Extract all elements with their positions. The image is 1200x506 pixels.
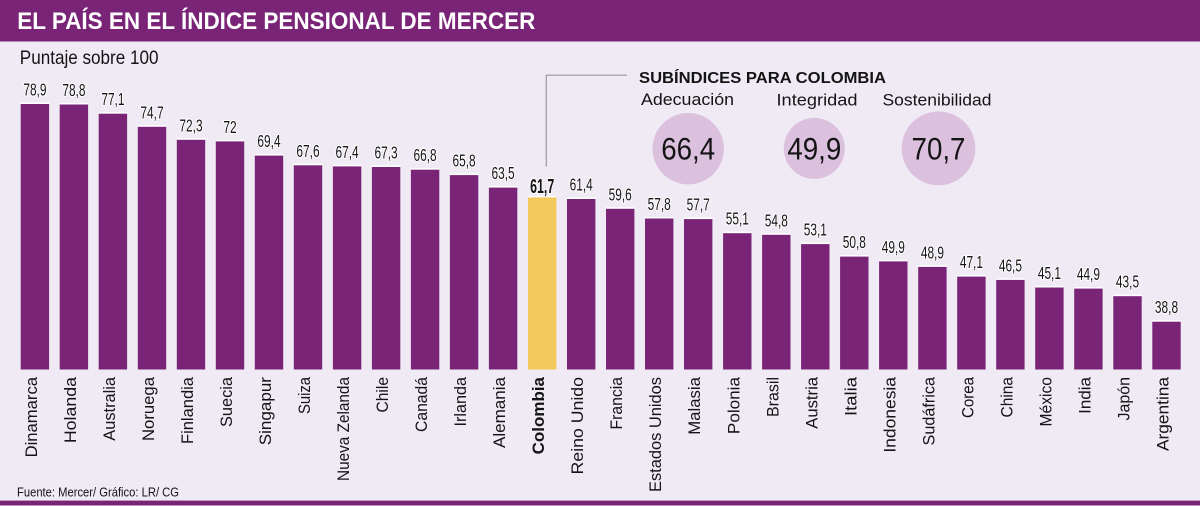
svg-text:77,1: 77,1 (101, 90, 124, 110)
svg-text:67,6: 67,6 (296, 142, 319, 162)
svg-text:Alemania: Alemania (490, 376, 509, 448)
svg-text:Reino Unido: Reino Unido (568, 377, 587, 475)
svg-text:74,7: 74,7 (140, 103, 163, 123)
svg-text:61,7: 61,7 (530, 175, 554, 198)
svg-text:Adecuación: Adecuación (641, 91, 734, 109)
svg-text:Colombia: Colombia (529, 376, 548, 454)
svg-text:India: India (1075, 376, 1094, 413)
svg-text:Estados Unidos: Estados Unidos (646, 377, 665, 492)
svg-text:Noruega: Noruega (139, 376, 158, 441)
svg-text:Dinamarca: Dinamarca (22, 376, 41, 457)
svg-text:61,4: 61,4 (570, 175, 593, 195)
svg-text:México: México (1036, 377, 1055, 427)
svg-text:Australia: Australia (100, 376, 119, 440)
svg-text:Sudáfrica: Sudáfrica (919, 376, 938, 445)
svg-text:65,8: 65,8 (453, 151, 476, 171)
svg-text:47,1: 47,1 (960, 253, 983, 273)
svg-text:49,9: 49,9 (787, 132, 841, 167)
svg-text:66,4: 66,4 (661, 132, 715, 167)
svg-text:EL PAÍS EN EL ÍNDICE PENSIONAL: EL PAÍS EN EL ÍNDICE PENSIONAL DE MERCER (17, 6, 535, 34)
svg-text:Singapur: Singapur (256, 377, 275, 446)
svg-text:50,8: 50,8 (843, 233, 866, 253)
svg-text:Brasil: Brasil (763, 377, 782, 417)
svg-text:78,8: 78,8 (62, 81, 85, 101)
svg-text:45,1: 45,1 (1038, 264, 1061, 284)
svg-text:Japón: Japón (1115, 377, 1134, 421)
svg-text:Argentina: Argentina (1154, 376, 1173, 451)
svg-text:Italia: Italia (841, 376, 860, 416)
svg-text:Malasia: Malasia (685, 376, 704, 434)
svg-text:43,5: 43,5 (1116, 272, 1139, 292)
svg-text:63,5: 63,5 (492, 164, 515, 184)
svg-text:Fuente: Mercer/ Gráfico: LR/ C: Fuente: Mercer/ Gráfico: LR/ CG (17, 485, 179, 499)
svg-text:57,7: 57,7 (687, 195, 710, 215)
svg-text:SUBÍNDICES PARA COLOMBIA: SUBÍNDICES PARA COLOMBIA (639, 68, 886, 87)
svg-text:67,3: 67,3 (375, 143, 398, 163)
svg-text:78,9: 78,9 (23, 80, 46, 100)
svg-text:49,9: 49,9 (882, 238, 905, 258)
svg-text:Holanda: Holanda (61, 376, 80, 443)
svg-text:57,8: 57,8 (648, 195, 671, 215)
svg-text:Indonesia: Indonesia (880, 376, 899, 452)
svg-text:67,4: 67,4 (336, 143, 359, 163)
svg-text:70,7: 70,7 (912, 132, 966, 167)
svg-text:72: 72 (223, 118, 236, 138)
svg-text:69,4: 69,4 (257, 132, 280, 152)
svg-text:Nueva Zelanda: Nueva Zelanda (334, 377, 353, 481)
svg-text:Suecia: Suecia (217, 376, 236, 427)
svg-text:Corea: Corea (958, 377, 977, 418)
svg-text:59,6: 59,6 (609, 185, 632, 205)
svg-text:Chile: Chile (373, 377, 392, 413)
svg-text:Integridad: Integridad (777, 92, 858, 110)
svg-text:53,1: 53,1 (804, 220, 827, 240)
svg-text:Finlandia: Finlandia (178, 376, 197, 444)
svg-text:China: China (997, 377, 1016, 418)
svg-text:48,9: 48,9 (921, 243, 944, 263)
svg-text:Francia: Francia (607, 376, 626, 429)
svg-text:46,5: 46,5 (999, 256, 1022, 276)
svg-text:66,8: 66,8 (414, 146, 437, 166)
svg-text:72,3: 72,3 (179, 116, 202, 136)
svg-text:Polonia: Polonia (724, 376, 743, 434)
svg-text:54,8: 54,8 (765, 211, 788, 231)
svg-text:44,9: 44,9 (1077, 265, 1100, 285)
svg-text:Puntaje sobre 100: Puntaje sobre 100 (20, 47, 159, 68)
svg-text:Irlanda: Irlanda (451, 376, 470, 426)
svg-text:Austria: Austria (802, 376, 821, 428)
svg-text:Sostenibilidad: Sostenibilidad (883, 92, 992, 110)
svg-text:55,1: 55,1 (726, 209, 749, 229)
svg-text:Suiza: Suiza (295, 377, 314, 414)
svg-text:38,8: 38,8 (1155, 298, 1178, 318)
svg-text:Canadá: Canadá (412, 377, 431, 432)
